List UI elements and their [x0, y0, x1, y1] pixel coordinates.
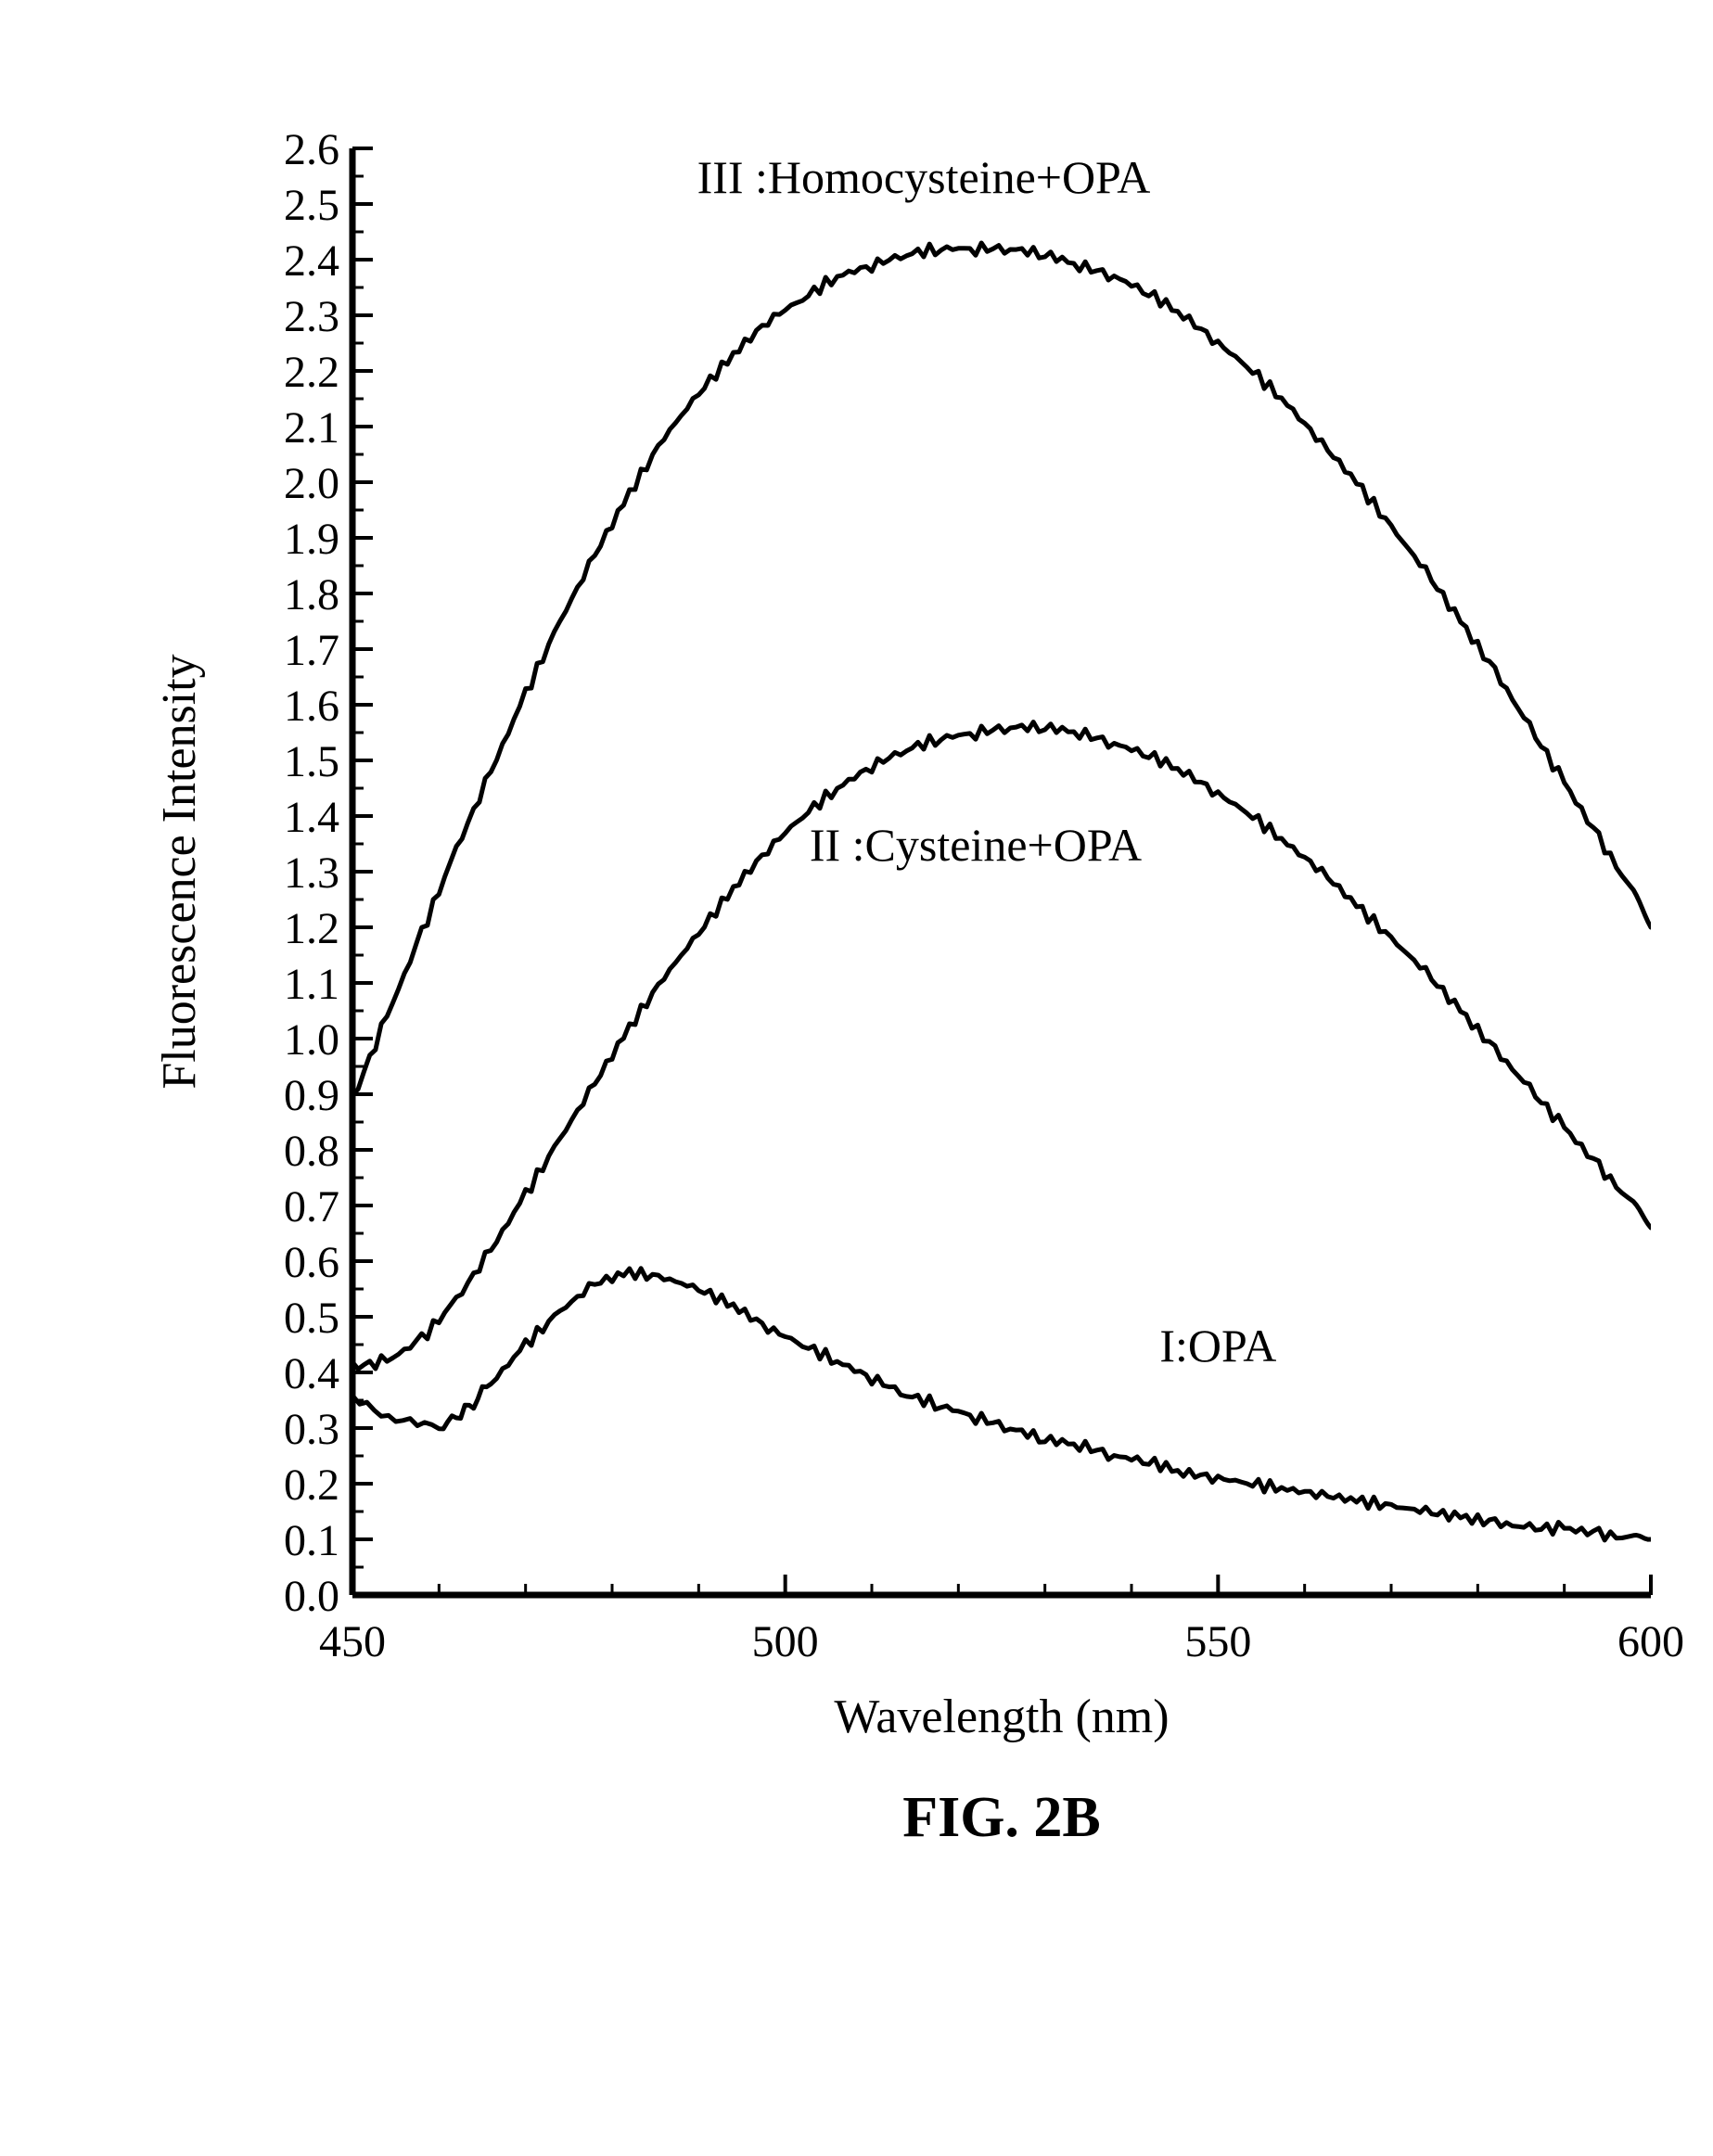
- y-tick-label: 1.1: [284, 960, 339, 1009]
- y-tick-label: 2.3: [284, 292, 339, 341]
- curve-label: I:OPA: [1159, 1320, 1276, 1371]
- y-tick-label: 2.1: [284, 403, 339, 453]
- y-axis-label: Fluorescence Intensity: [153, 654, 206, 1089]
- y-tick-label: 0.5: [284, 1294, 339, 1343]
- x-tick-label: 500: [752, 1617, 819, 1666]
- y-tick-label: 0.1: [284, 1516, 339, 1565]
- y-tick-label: 2.5: [284, 181, 339, 230]
- y-tick-label: 0.7: [284, 1182, 339, 1231]
- curve-iii-homocysteine-opa: [352, 243, 1651, 1095]
- y-tick-label: 1.4: [284, 793, 339, 842]
- figure-caption: FIG. 2B: [902, 1786, 1101, 1849]
- x-tick-label: 600: [1617, 1617, 1684, 1666]
- svg-text:I:OPA: I:OPA: [1159, 1320, 1276, 1371]
- y-tick-label: 1.6: [284, 682, 339, 731]
- fluorescence-chart: 0.0 0.1 0.2 0.3 0.4 0.5 0.6 0.7 0.8 0.9 1.0 1.1 1.2 1…: [0, 0, 1713, 2156]
- y-tick-label: 0.9: [284, 1071, 339, 1120]
- x-tick-label: 550: [1184, 1617, 1251, 1666]
- y-tick-label: 1.3: [284, 848, 339, 898]
- curve-label: II :Cysteine+OPA: [810, 819, 1142, 871]
- y-tick-label: 2.0: [284, 459, 339, 508]
- y-tick-label: 1.9: [284, 515, 339, 564]
- svg-text:II :Cysteine+OPA: II :Cysteine+OPA: [810, 819, 1142, 871]
- y-tick-label: 0.3: [284, 1405, 339, 1454]
- x-axis-label: Wavelength (nm): [834, 1690, 1169, 1743]
- curve-i-opa: [352, 1269, 1651, 1540]
- y-tick-label: 2.6: [284, 125, 339, 174]
- svg-text:III :Homocysteine+OPA: III :Homocysteine+OPA: [697, 151, 1151, 203]
- y-tick-label: 1.8: [284, 570, 339, 619]
- y-tick-label: 0.2: [284, 1461, 339, 1510]
- y-tick-label: 1.2: [284, 904, 339, 953]
- y-tick-label: 0.6: [284, 1238, 339, 1287]
- y-tick-label: 1.5: [284, 737, 339, 786]
- y-tick-label: 1.0: [284, 1015, 339, 1065]
- y-tick-label: 2.4: [284, 236, 339, 286]
- x-tick-label: 450: [319, 1617, 386, 1666]
- y-tick-label: 0.0: [284, 1572, 339, 1621]
- curve-label: III :Homocysteine+OPA: [697, 151, 1151, 203]
- y-tick-label: 1.7: [284, 626, 339, 675]
- y-tick-label: 2.2: [284, 348, 339, 397]
- y-tick-label: 0.4: [284, 1349, 339, 1398]
- y-tick-label: 0.8: [284, 1127, 339, 1176]
